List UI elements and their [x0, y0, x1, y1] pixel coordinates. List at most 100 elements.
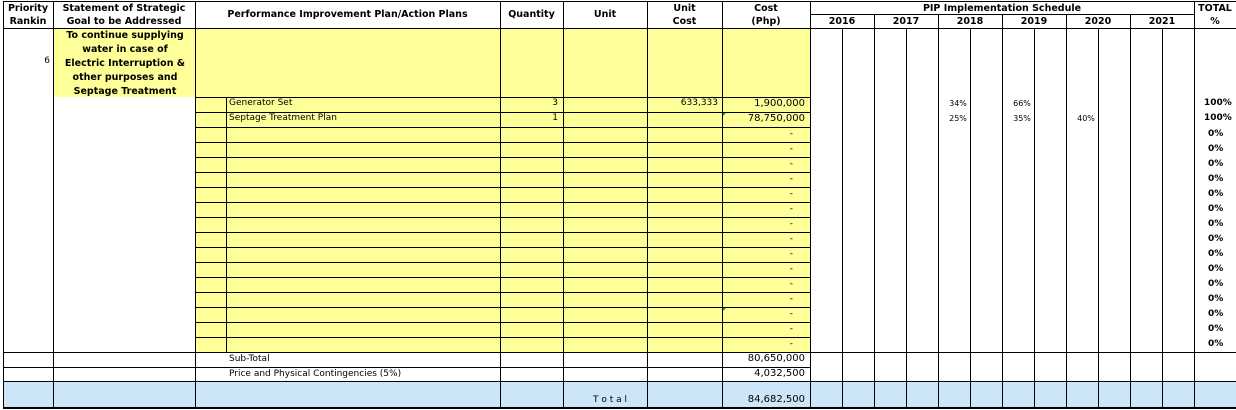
empty-total[interactable]: 0% — [1208, 174, 1224, 184]
empty-cost[interactable]: - — [789, 234, 793, 244]
total-value[interactable]: 84,682,500 — [747, 394, 805, 405]
grid-hline — [195, 292, 810, 293]
grid-hline — [195, 157, 810, 158]
empty-cost[interactable]: - — [789, 249, 793, 259]
total-label: T o t a l — [593, 395, 627, 405]
header-quantity: Quantity — [508, 9, 555, 20]
grid-vline — [874, 14, 875, 408]
empty-cost[interactable]: - — [789, 279, 793, 289]
goal-line-3: Electric Interruption & — [64, 58, 186, 69]
goal-fill — [53, 29, 195, 97]
grid-hline — [195, 247, 810, 248]
item-qty[interactable]: 1 — [552, 113, 558, 123]
grid-hline — [3, 381, 1236, 382]
item-unit-cost[interactable]: 633,333 — [680, 98, 718, 108]
grid-vline — [1034, 28, 1035, 408]
item-name[interactable]: Septage Treatment Plan — [229, 113, 337, 123]
item-y2018[interactable]: 34% — [949, 99, 967, 108]
grid-vline — [53, 1, 54, 408]
contingency-label: Price and Physical Contingencies (5%) — [229, 369, 402, 379]
grid-vline — [810, 1, 811, 408]
contingency-value[interactable]: 4,032,500 — [754, 368, 805, 379]
empty-cost[interactable]: - — [789, 144, 793, 154]
empty-cost[interactable]: - — [789, 264, 793, 274]
comment-marker — [722, 307, 727, 312]
grid-vline — [1194, 14, 1195, 408]
grid-hline — [195, 307, 810, 308]
header-year-2019: 2019 — [1020, 16, 1048, 27]
grid-hline — [195, 337, 810, 338]
empty-cost[interactable]: - — [789, 159, 793, 169]
item-y2020[interactable]: 40% — [1077, 114, 1095, 123]
empty-cost[interactable]: - — [789, 339, 793, 349]
item-total[interactable]: 100% — [1204, 98, 1232, 108]
header-unit-cost-1: Unit — [673, 3, 696, 14]
strategic-goal: To continue supplying water in case of E… — [55, 29, 195, 99]
empty-total[interactable]: 0% — [1208, 189, 1224, 199]
item-total[interactable]: 100% — [1204, 113, 1232, 123]
empty-cost[interactable]: - — [789, 189, 793, 199]
empty-total[interactable]: 0% — [1208, 144, 1224, 154]
grid-hline — [195, 172, 810, 173]
grid-hline — [195, 97, 810, 98]
header-cost-2: (Php) — [751, 16, 781, 27]
grid-hline — [3, 28, 1236, 29]
item-cost[interactable]: 1,900,000 — [754, 98, 805, 109]
header-schedule: PIP Implementation Schedule — [922, 3, 1082, 14]
grid-hline — [195, 142, 810, 143]
header-unit: Unit — [593, 9, 617, 20]
empty-cost[interactable]: - — [789, 324, 793, 334]
empty-cost[interactable]: - — [789, 219, 793, 229]
grid-vline — [842, 28, 843, 408]
header-goal-2: Goal to be Addressed — [66, 16, 182, 27]
item-name[interactable]: Generator Set — [229, 98, 293, 108]
grid-hline — [3, 367, 810, 368]
header-year-2018: 2018 — [956, 16, 984, 27]
empty-total[interactable]: 0% — [1208, 294, 1224, 304]
grid-vline — [1002, 14, 1003, 408]
empty-total[interactable]: 0% — [1208, 279, 1224, 289]
grid-vline — [722, 1, 723, 408]
header-goal-1: Statement of Strategic — [62, 3, 186, 14]
total-row-fill — [3, 382, 1236, 407]
goal-line-4: other purposes and — [72, 72, 178, 83]
empty-total[interactable]: 0% — [1208, 159, 1224, 169]
goal-line-5: Septage Treatment — [73, 86, 177, 97]
item-qty[interactable]: 3 — [552, 98, 558, 108]
empty-total[interactable]: 0% — [1208, 249, 1224, 259]
plan-fill — [195, 29, 810, 352]
item-y2018[interactable]: 25% — [949, 114, 967, 123]
grid-vline — [563, 1, 564, 408]
subtotal-label: Sub-Total — [229, 354, 270, 364]
item-y2019[interactable]: 66% — [1013, 99, 1031, 108]
header-pip: Performance Improvement Plan/Action Plan… — [227, 9, 468, 20]
empty-total[interactable]: 0% — [1208, 129, 1224, 139]
item-cost[interactable]: 78,750,000 — [747, 113, 805, 124]
grid-vline — [1098, 28, 1099, 408]
grid-hline — [195, 187, 810, 188]
item-y2019[interactable]: 35% — [1013, 114, 1031, 123]
header-cost-1: Cost — [754, 3, 778, 14]
empty-total[interactable]: 0% — [1208, 264, 1224, 274]
empty-total[interactable]: 0% — [1208, 339, 1224, 349]
header-year-2016: 2016 — [828, 16, 856, 27]
empty-cost[interactable]: - — [789, 129, 793, 139]
subtotal-value[interactable]: 80,650,000 — [747, 353, 805, 364]
empty-total[interactable]: 0% — [1208, 234, 1224, 244]
empty-cost[interactable]: - — [789, 204, 793, 214]
header-priority-1: Priority — [7, 3, 49, 14]
grid-vline — [195, 1, 196, 408]
empty-total[interactable]: 0% — [1208, 219, 1224, 229]
grid-hline — [195, 322, 810, 323]
empty-total[interactable]: 0% — [1208, 309, 1224, 319]
empty-cost[interactable]: - — [789, 174, 793, 184]
grid-hline — [3, 352, 1236, 353]
header-year-2020: 2020 — [1084, 16, 1112, 27]
empty-cost[interactable]: - — [789, 309, 793, 319]
grid-hline — [195, 217, 810, 218]
empty-total[interactable]: 0% — [1208, 204, 1224, 214]
grid-vline — [938, 14, 939, 408]
empty-total[interactable]: 0% — [1208, 324, 1224, 334]
empty-cost[interactable]: - — [789, 294, 793, 304]
header-unit-cost-2: Cost — [672, 16, 697, 27]
